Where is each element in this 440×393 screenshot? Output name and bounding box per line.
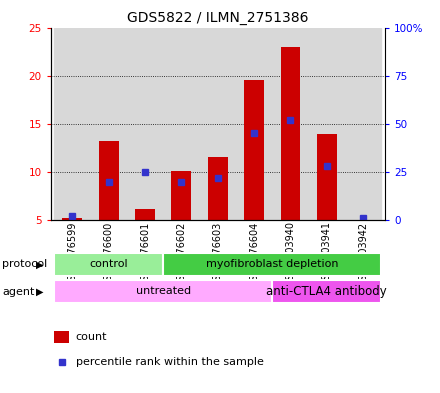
Bar xyxy=(62,218,82,220)
Bar xyxy=(281,47,301,220)
Bar xyxy=(135,209,155,220)
Bar xyxy=(236,28,272,220)
Bar xyxy=(272,28,309,220)
Bar xyxy=(244,81,264,220)
Bar xyxy=(127,28,163,220)
Bar xyxy=(317,134,337,220)
Text: percentile rank within the sample: percentile rank within the sample xyxy=(76,357,264,367)
Text: ▶: ▶ xyxy=(36,287,44,297)
Bar xyxy=(99,141,119,220)
Text: count: count xyxy=(76,332,107,342)
Bar xyxy=(172,171,191,220)
Text: control: control xyxy=(89,259,128,269)
Bar xyxy=(54,331,69,343)
Text: agent: agent xyxy=(2,287,35,297)
Bar xyxy=(200,28,236,220)
Bar xyxy=(54,253,163,276)
Text: anti-CTLA4 antibody: anti-CTLA4 antibody xyxy=(267,285,387,298)
Bar xyxy=(272,280,381,303)
Text: untreated: untreated xyxy=(136,286,191,296)
Bar xyxy=(163,28,200,220)
Bar xyxy=(309,28,345,220)
Text: myofibroblast depletion: myofibroblast depletion xyxy=(206,259,338,269)
Bar xyxy=(208,156,228,220)
Text: ▶: ▶ xyxy=(36,259,44,269)
Bar xyxy=(54,28,91,220)
Bar xyxy=(54,280,272,303)
Bar xyxy=(163,253,381,276)
Bar xyxy=(91,28,127,220)
Title: GDS5822 / ILMN_2751386: GDS5822 / ILMN_2751386 xyxy=(127,11,308,25)
Text: protocol: protocol xyxy=(2,259,48,269)
Bar xyxy=(345,28,381,220)
